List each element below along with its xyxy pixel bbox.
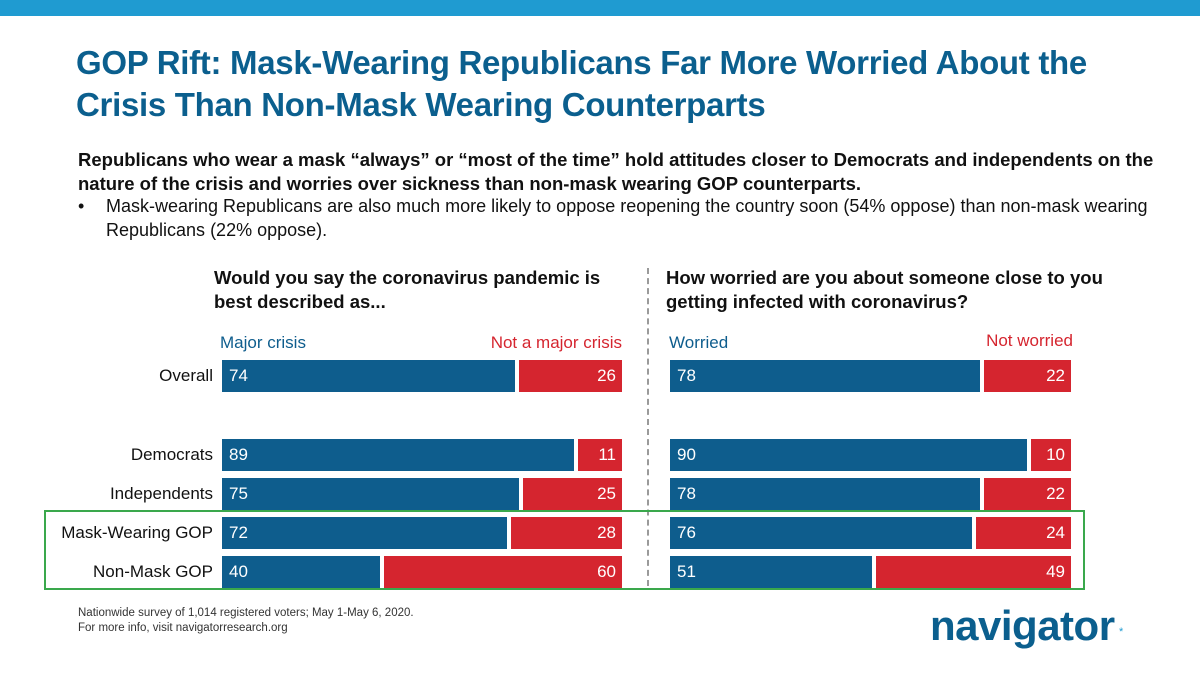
chart-1-title: Would you say the coronavirus pandemic i… — [214, 267, 601, 312]
row-label-non-mask-gop: Non-Mask GOP — [93, 562, 213, 581]
chart-1-bar-positive-mask-wearing-gop: 72 — [222, 517, 507, 549]
chart-2-title: How worried are you about someone close … — [666, 267, 1103, 312]
row-label-independents: Independents — [109, 484, 213, 503]
chart-1-legend-major: Major crisis — [220, 333, 306, 352]
chart-2-bar-positive-independents: 78 — [670, 478, 980, 510]
row-label-overall: Overall — [159, 366, 213, 385]
bullet-text: Mask-wearing Republicans are also much m… — [106, 196, 1148, 240]
chart-2-bar-positive-non-mask-gop: 51 — [670, 556, 872, 588]
footnote-source: Nationwide survey of 1,014 registered vo… — [78, 607, 414, 619]
chart-1-bar-negative-independents: 25 — [523, 478, 622, 510]
subtitle: Republicans who wear a mask “always” or … — [78, 149, 1154, 194]
page-title: GOP Rift: Mask-Wearing Republicans Far M… — [76, 44, 1087, 123]
chart-1-bar-negative-overall: 26 — [519, 360, 622, 392]
chart-2-bar-negative-independents: 22 — [984, 478, 1071, 510]
bullet-point: • Mask-wearing Republicans are also much… — [78, 194, 1158, 242]
chart-2-bar-positive-mask-wearing-gop: 76 — [670, 517, 972, 549]
chart-2-bar-negative-democrats: 10 — [1031, 439, 1071, 471]
chart-1-bar-negative-mask-wearing-gop: 28 — [511, 517, 622, 549]
row-label-democrats: Democrats — [130, 445, 213, 464]
chart-2-bar-positive-overall: 78 — [670, 360, 980, 392]
chart-1-bar-negative-democrats: 11 — [578, 439, 622, 471]
chart-1-bar-positive-democrats: 89 — [222, 439, 574, 471]
navigator-logo: navigator — [930, 602, 1115, 649]
chart-1-legend-not-major: Not a major crisis — [490, 333, 622, 352]
chart-2-legend-not-worried: Not worried — [986, 331, 1073, 350]
footnote: Nationwide survey of 1,014 registered vo… — [78, 606, 414, 636]
chart-1-bar-positive-non-mask-gop: 40 — [222, 556, 380, 588]
chart-divider — [647, 268, 649, 586]
bullet-marker: • — [78, 196, 85, 216]
chart-1-bar-positive-independents: 75 — [222, 478, 519, 510]
logo-star-icon: * — [1119, 626, 1124, 638]
top-accent-bar — [0, 0, 1200, 16]
chart-2-bar-negative-non-mask-gop: 49 — [876, 556, 1071, 588]
chart-2-bar-positive-democrats: 90 — [670, 439, 1027, 471]
chart-1-bar-positive-overall: 74 — [222, 360, 515, 392]
chart-2-legend-worried: Worried — [669, 333, 729, 352]
chart-1-bar-negative-non-mask-gop: 60 — [384, 556, 622, 588]
chart-2-bar-negative-mask-wearing-gop: 24 — [976, 517, 1071, 549]
chart-2-bar-negative-overall: 22 — [984, 360, 1071, 392]
row-label-mask-wearing-gop: Mask-Wearing GOP — [61, 523, 213, 542]
footnote-more-info: For more info, visit navigatorresearch.o… — [78, 622, 288, 634]
gop-highlight-box — [44, 510, 1085, 590]
